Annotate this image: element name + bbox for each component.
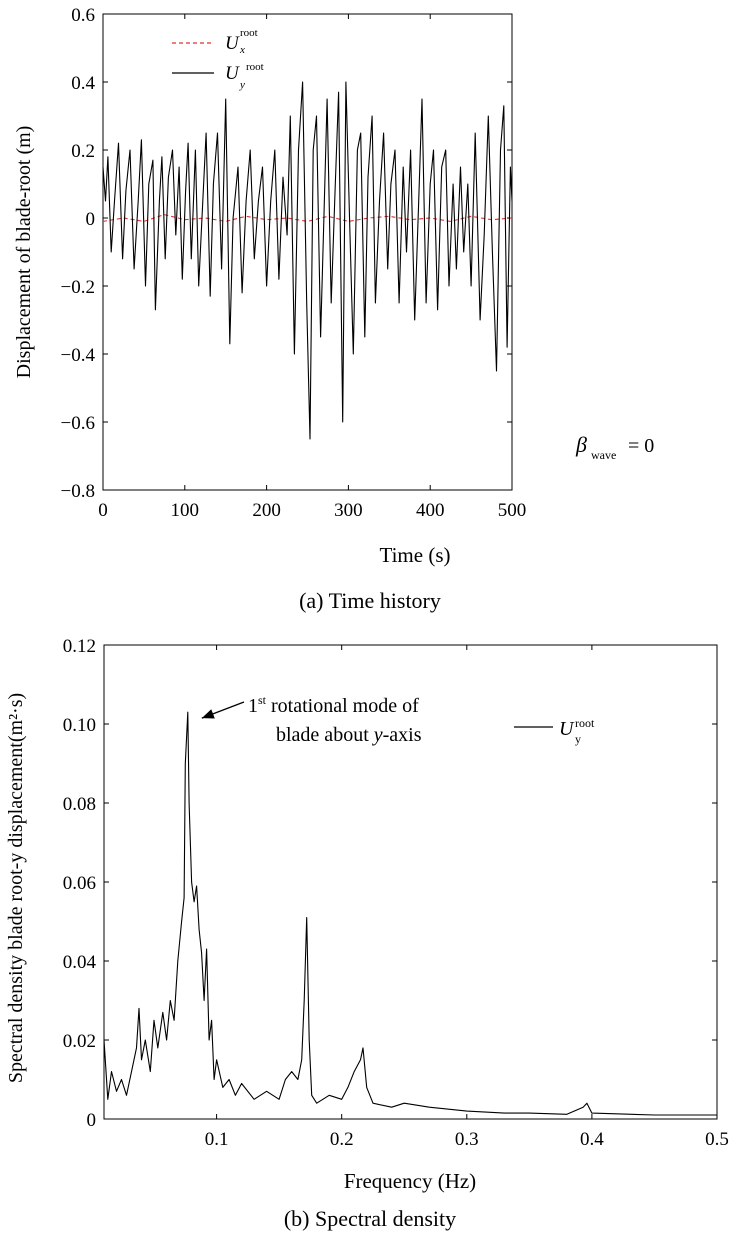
- chart-a-ytick-label: −0.6: [61, 413, 95, 434]
- chart-a-legend-uy-sup: root: [246, 61, 264, 73]
- chart-a-ytick-label: 0.6: [71, 5, 95, 26]
- chart-a-legend-uy-sub: y: [239, 79, 245, 91]
- chart-a-legend-ux-sub: x: [239, 44, 245, 56]
- chart-b-caption: (b) Spectral density: [284, 1206, 456, 1231]
- chart-a-axis-ticks: 0 100 200 300 400 500 0.6 0.4 0.2 0 −0.2 −0.4 −0.6 −0…: [61, 5, 527, 521]
- chart-a-xtick-label: 100: [171, 500, 200, 521]
- chart-a-xtick-label: 300: [334, 500, 363, 521]
- chart-a-ytick-label: 0.4: [71, 73, 95, 94]
- chart-a-xtick-label: 200: [252, 500, 281, 521]
- chart-a-caption: (a) Time history: [299, 588, 441, 613]
- chart-a-ytick-label: −0.4: [61, 345, 96, 366]
- chart-b-xtick-label: 0.3: [455, 1129, 479, 1150]
- chart-b-ytick-label: 0.02: [63, 1031, 96, 1052]
- chart-a-legend-ux-sup: root: [240, 27, 258, 39]
- chart-a-legend-uy-main: U: [225, 63, 240, 84]
- chart-a-annotation-beta: β: [575, 432, 587, 457]
- chart-a-annotation: β wave = 0: [575, 432, 654, 462]
- chart-b-xtick-label: 0.2: [330, 1129, 354, 1150]
- chart-b-annotation: 1st rotational mode of blade about y-axi…: [201, 693, 422, 746]
- chart-b-series-y-line: [103, 711, 717, 1116]
- chart-b-legend-uy-main: U: [559, 718, 575, 740]
- chart-a-series-x-line: [102, 214, 513, 222]
- chart-a-series-y-line: [102, 81, 513, 440]
- chart-b-axis-ticks: 0.1 0.2 0.3 0.4 0.5 0.12 0.10 0.08 0.06 0.04 0.02 0: [63, 636, 729, 1150]
- chart-b-annotation-line2: blade about y-axis: [276, 724, 422, 746]
- chart-b: 0.1 0.2 0.3 0.4 0.50.120.100.080.060.040.020…: [5, 636, 729, 1231]
- chart-a: 0 100 200 300 400 500 0.6 0.4 0.2 0 −0.2 −0.4 −0.6 −0…: [13, 5, 654, 613]
- chart-b-series-group: [103, 711, 717, 1116]
- chart-b-ytick-label: 0: [87, 1110, 97, 1131]
- chart-a-xtick-label: 0: [98, 500, 108, 521]
- chart-b-xlabel: Frequency (Hz): [344, 1169, 476, 1193]
- chart-a-legend: U x root U y root: [172, 27, 264, 91]
- chart-b-ytick-label: 0.12: [63, 636, 96, 657]
- chart-a-ytick-label: 0: [86, 209, 96, 230]
- chart-b-ytick-label: 0.04: [63, 952, 97, 973]
- chart-b-legend-uy-sub: y: [575, 732, 581, 746]
- chart-a-ytick-label: −0.2: [61, 277, 95, 298]
- chart-b-ytick-label: 0.10: [63, 715, 96, 736]
- chart-b-annotation-line1: 1st rotational mode of: [248, 693, 419, 717]
- chart-a-ylabel: Displacement of blade-root (m): [13, 126, 35, 379]
- chart-b-ylabel: Spectral density blade root-y displaceme…: [5, 693, 27, 1083]
- chart-b-annotation-arrow-head: [201, 709, 215, 719]
- chart-b-xtick-label: 0.1: [205, 1129, 229, 1150]
- chart-b-xtick-label: 0.5: [705, 1129, 729, 1150]
- chart-a-xtick-label: 500: [498, 500, 527, 521]
- chart-b-ytick-label: 0.06: [63, 873, 96, 894]
- chart-b-legend-uy-sup: root: [575, 716, 595, 730]
- chart-a-xlabel: Time (s): [380, 543, 451, 567]
- chart-b-ytick-label: 0.08: [63, 794, 96, 815]
- chart-a-annotation-value: = 0: [628, 435, 654, 457]
- chart-a-annotation-beta-sub: wave: [591, 448, 616, 462]
- chart-a-xtick-label: 400: [416, 500, 445, 521]
- chart-b-legend: U y root: [514, 716, 595, 746]
- chart-a-plot-frame: [102, 13, 513, 491]
- chart-a-legend-ux-main: U: [225, 33, 240, 54]
- chart-a-series-group: [102, 81, 513, 440]
- chart-b-xtick-label: 0.4: [580, 1129, 604, 1150]
- chart-a-ytick-label: 0.2: [71, 141, 95, 162]
- chart-a-ytick-label: −0.8: [61, 481, 95, 502]
